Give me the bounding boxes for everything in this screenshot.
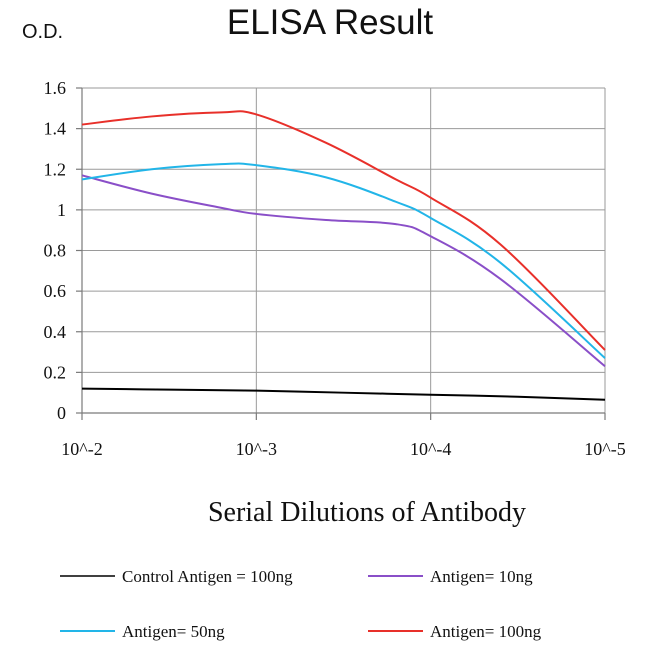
grid-lines [82,87,606,413]
y-tick-label: 0.2 [44,362,67,382]
x-tick-label: 10^-3 [236,439,277,459]
y-tick-label: 0.6 [44,281,67,301]
y-axis-label: O.D. [22,21,63,43]
y-tick-label: 1.2 [44,159,67,179]
series-line-2 [81,174,606,368]
y-tick-label: 0.8 [44,241,67,261]
series-lines [81,110,606,401]
y-tick-label: 0 [57,403,66,423]
x-tick-labels: 10^-2 10^-3 10^-4 10^-5 [61,439,625,459]
y-tick-label: 1.6 [44,78,67,98]
y-tick-label: 0.4 [44,322,67,342]
legend-label-2: Antigen= 10ng [430,567,533,586]
series-line-1 [81,387,606,401]
y-tick-label: 1.4 [44,119,67,139]
y-tick-labels: 0 0.2 0.4 0.6 0.8 1 1.2 1.4 1.6 [44,78,67,423]
legend-label-3: Antigen= 50ng [122,622,225,641]
legend-label-1: Control Antigen = 100ng [122,567,293,586]
axes [76,87,606,420]
y-tick-label: 1 [57,200,66,220]
series-line-3 [81,162,606,359]
x-tick-label: 10^-5 [584,439,625,459]
chart-title: ELISA Result [227,3,433,42]
legend-label-4: Antigen= 100ng [430,622,542,641]
legend: Control Antigen = 100ng Antigen= 10ng Anti… [60,567,542,641]
x-tick-label: 10^-4 [410,439,451,459]
series-line-4 [81,110,606,351]
x-axis-label: Serial Dilutions of Antibody [208,497,526,528]
x-tick-label: 10^-2 [61,439,102,459]
